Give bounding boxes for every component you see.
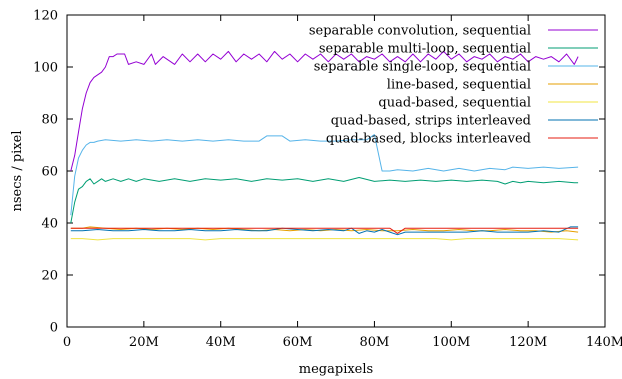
y-tick-label: 20 — [41, 269, 58, 284]
x-tick-label: 0 — [63, 335, 71, 350]
x-tick-label: 20M — [129, 335, 159, 350]
legend-label-1: separable multi-loop, sequential — [319, 42, 531, 57]
series-line-0 — [70, 50, 579, 172]
x-tick-label: 140M — [586, 335, 622, 350]
x-axis-label: megapixels — [299, 362, 373, 377]
legend-label-4: quad-based, sequential — [378, 96, 531, 111]
legend-label-0: separable convolution, sequential — [309, 24, 531, 39]
series-line-4 — [70, 238, 579, 241]
legend-label-3: line-based, sequential — [387, 78, 531, 93]
x-tick-label: 100M — [432, 335, 470, 350]
legend-label-6: quad-based, blocks interleaved — [326, 132, 531, 147]
x-tick-label: 60M — [283, 335, 313, 350]
x-tick-label: 80M — [359, 335, 389, 350]
y-tick-label: 60 — [41, 165, 58, 180]
series-line-6 — [70, 227, 579, 234]
y-tick-label: 40 — [41, 217, 58, 232]
legend-label-2: separable single-loop, sequential — [314, 60, 531, 75]
series-line-3 — [70, 226, 579, 233]
y-tick-label: 0 — [50, 321, 58, 336]
x-tick-label: 40M — [206, 335, 236, 350]
legend-label-5: quad-based, strips interleaved — [331, 114, 531, 129]
y-tick-label: 100 — [33, 61, 58, 76]
series-line-1 — [70, 177, 579, 224]
y-tick-label: 80 — [41, 113, 58, 128]
y-axis-label: nsecs / pixel — [10, 131, 25, 212]
x-tick-label: 120M — [509, 335, 547, 350]
y-tick-label: 120 — [33, 9, 58, 24]
series-line-2 — [70, 134, 579, 216]
